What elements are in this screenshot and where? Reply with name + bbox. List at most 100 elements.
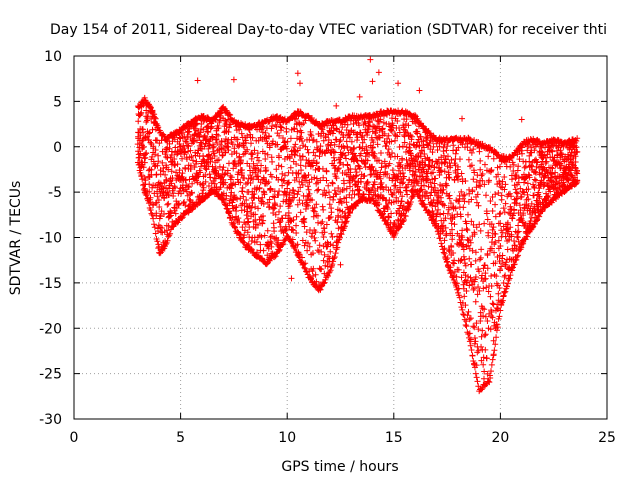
data-point — [214, 140, 221, 147]
data-point — [187, 166, 194, 173]
x-axis-label: GPS time / hours — [281, 459, 398, 475]
y-tick-label: -5 — [48, 185, 62, 201]
data-point — [248, 140, 255, 147]
data-point — [195, 173, 202, 180]
x-tick-label: 15 — [385, 430, 403, 446]
data-point — [200, 184, 207, 191]
data-point — [328, 209, 335, 216]
y-tick-label: -15 — [39, 276, 62, 292]
data-point — [215, 125, 222, 132]
data-point — [226, 111, 233, 118]
data-point — [146, 181, 153, 188]
data-point — [492, 201, 499, 208]
data-point — [515, 222, 522, 229]
data-point — [145, 200, 152, 207]
data-point — [200, 152, 207, 159]
data-point — [152, 151, 159, 158]
data-point — [472, 249, 479, 256]
data-point — [461, 191, 468, 198]
data-point — [208, 124, 215, 131]
data-point — [460, 311, 467, 318]
data-point — [147, 206, 154, 213]
data-point — [515, 228, 522, 235]
y-tick-label: -30 — [39, 412, 62, 428]
data-point — [459, 306, 466, 313]
data-point — [192, 160, 199, 167]
data-point — [233, 163, 240, 170]
data-point — [466, 255, 473, 262]
data-point — [172, 210, 179, 217]
data-point — [452, 150, 459, 157]
data-point — [208, 123, 215, 130]
data-point — [209, 163, 216, 170]
data-point — [482, 192, 489, 199]
data-point — [191, 164, 198, 171]
data-point — [232, 224, 239, 231]
data-point — [337, 214, 344, 221]
data-point — [514, 167, 521, 174]
data-point — [309, 137, 316, 144]
data-point — [369, 78, 376, 85]
data-point — [229, 141, 236, 148]
data-point — [294, 191, 301, 198]
data-point — [179, 175, 186, 182]
data-point — [227, 193, 234, 200]
data-point — [177, 143, 184, 150]
data-point — [199, 182, 206, 189]
data-point — [187, 147, 194, 154]
data-point — [135, 133, 142, 140]
data-point — [164, 201, 171, 208]
data-point — [501, 273, 508, 280]
data-point — [472, 370, 479, 377]
data-point — [389, 167, 396, 174]
data-point — [182, 177, 189, 184]
data-point — [293, 213, 300, 220]
data-point — [216, 163, 223, 170]
data-point — [481, 220, 488, 227]
data-point — [164, 154, 171, 161]
data-point — [154, 238, 161, 245]
data-point — [202, 171, 209, 178]
data-point — [149, 212, 156, 219]
x-tick-label: 0 — [70, 430, 79, 446]
data-point — [456, 156, 463, 163]
data-point — [217, 141, 224, 148]
data-point — [134, 141, 141, 148]
data-point — [326, 215, 333, 222]
data-point — [221, 171, 228, 178]
data-point — [483, 355, 490, 362]
data-point — [481, 161, 488, 168]
data-point — [310, 207, 317, 214]
data-point — [467, 315, 474, 322]
data-point — [137, 164, 144, 171]
data-point — [231, 223, 238, 230]
data-point — [490, 352, 497, 359]
data-point — [271, 205, 278, 212]
x-tick-labels: 0 5 10 15 20 25 — [70, 430, 616, 446]
data-point — [472, 298, 479, 305]
data-point — [395, 80, 402, 87]
data-point — [138, 173, 145, 180]
data-point — [333, 102, 340, 109]
data-point — [227, 112, 234, 119]
data-point — [294, 201, 301, 208]
data-point — [432, 175, 439, 182]
data-point — [146, 188, 153, 195]
data-point — [320, 206, 327, 213]
data-point — [139, 126, 146, 133]
data-point — [215, 132, 222, 139]
data-point — [209, 133, 216, 140]
data-point — [293, 222, 300, 229]
data-point — [154, 162, 161, 169]
data-point — [471, 334, 478, 341]
data-point — [495, 290, 502, 297]
data-point — [498, 196, 505, 203]
data-point — [451, 221, 458, 228]
data-point — [172, 169, 179, 176]
data-point — [472, 257, 479, 264]
data-point — [152, 115, 159, 122]
data-point — [178, 148, 185, 155]
data-point — [166, 213, 173, 220]
data-point — [473, 199, 480, 206]
data-point — [326, 201, 333, 208]
